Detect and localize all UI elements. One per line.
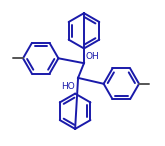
- Text: HO: HO: [61, 82, 75, 91]
- Text: OH: OH: [86, 52, 100, 61]
